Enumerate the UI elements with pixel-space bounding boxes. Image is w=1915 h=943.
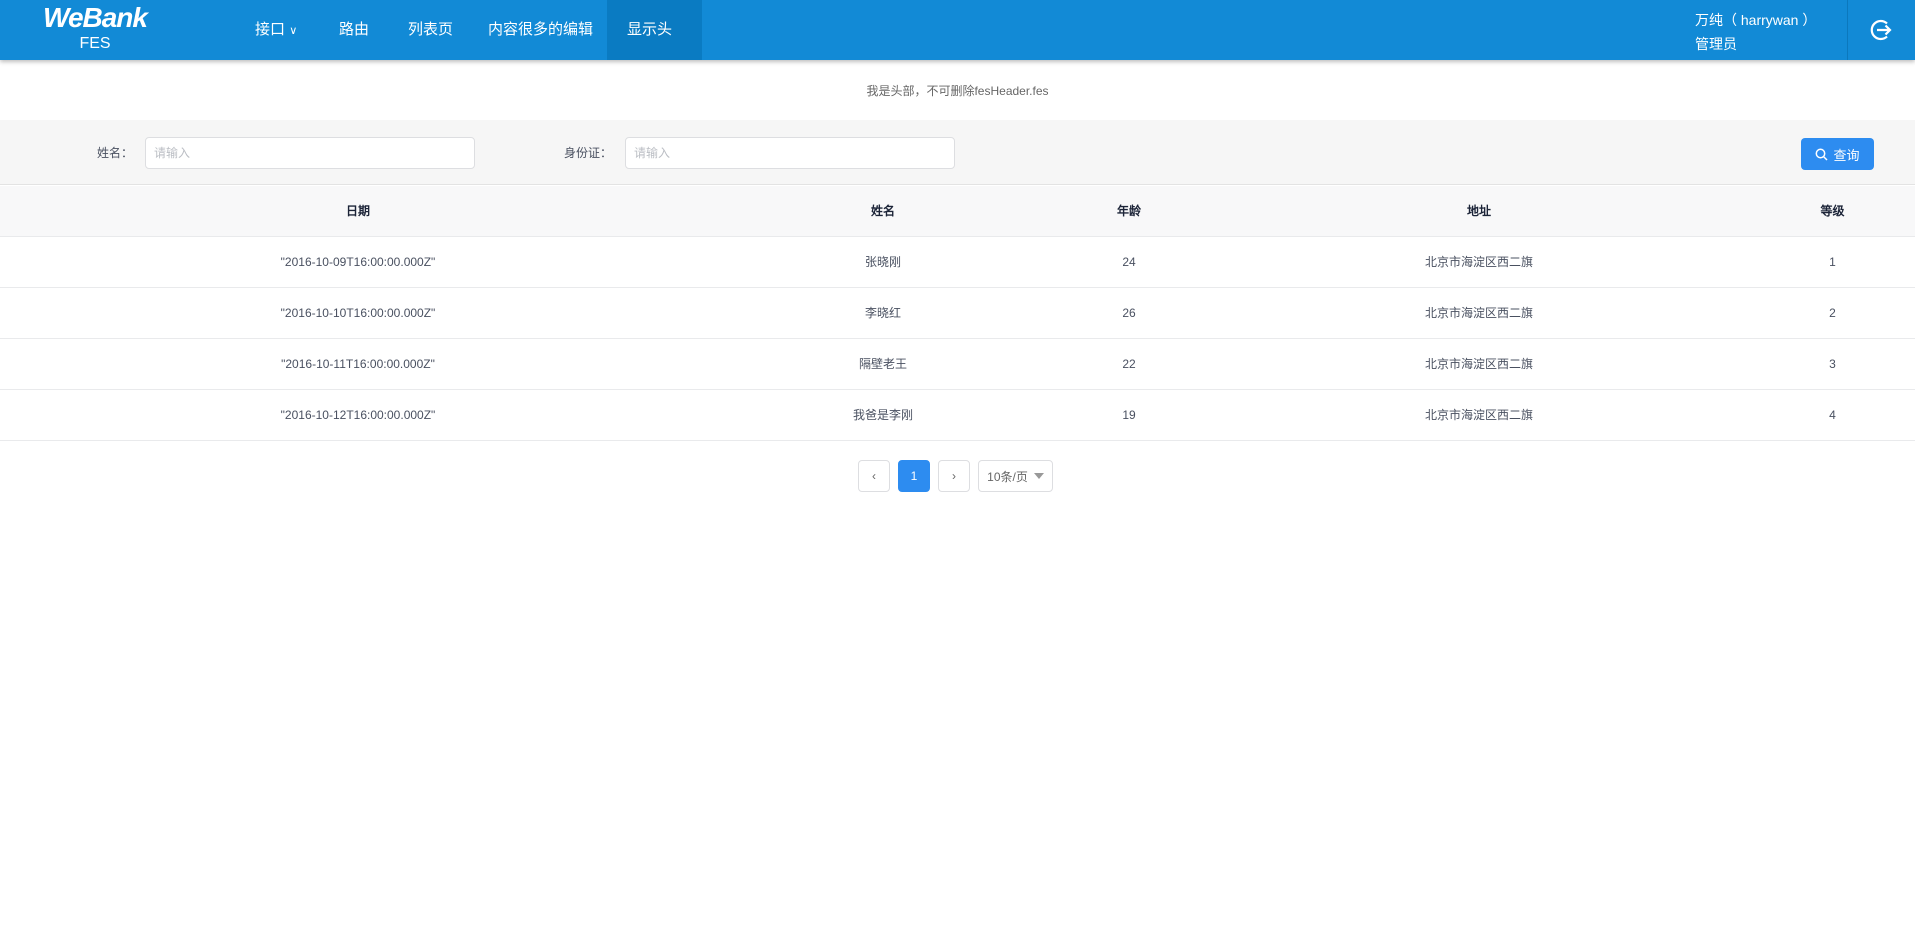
top-header: WeBank FES 接口 ∨ 路由 列表页 内容很多的编辑 显示头部 万纯（ … (0, 0, 1915, 98)
cell-address: 北京市海淀区西二旗 (1208, 287, 1750, 339)
table-header-row: 日期 姓名 年龄 地址 等级 (0, 186, 1915, 237)
pagination: ‹ 1 › 10条/页 (858, 460, 1053, 492)
cell-date: "2016-10-12T16:00:00.000Z" (0, 389, 716, 441)
nav-item-route[interactable]: 路由 (319, 0, 389, 60)
column-header-date[interactable]: 日期 (0, 186, 716, 237)
cell-age: 24 (1050, 236, 1208, 288)
table-row[interactable]: "2016-10-10T16:00:00.000Z" 李晓红 26 北京市海淀区西二旗… (0, 287, 1915, 339)
cell-age: 26 (1050, 287, 1208, 339)
filter-bar: 姓名： 身份证： 查询 (0, 120, 1915, 185)
cell-date: "2016-10-10T16:00:00.000Z" (0, 287, 716, 339)
chevron-left-icon: ‹ (872, 469, 876, 483)
page-1-button[interactable]: 1 (898, 460, 930, 492)
nav-label: 接口 (255, 21, 286, 38)
cell-name: 隔壁老王 (716, 338, 1050, 390)
logo[interactable]: WeBank FES (34, 2, 156, 54)
name-label: 姓名： (97, 146, 134, 160)
nav-label: 内容很多的编辑 (488, 21, 594, 38)
cell-level: 2 (1750, 287, 1915, 339)
header-divider (1847, 0, 1848, 60)
column-header-address[interactable]: 地址 (1208, 186, 1750, 237)
nav-item-show-header[interactable]: 显示头部 (607, 0, 702, 98)
cell-level: 1 (1750, 236, 1915, 288)
nav-label: 路由 (339, 21, 370, 38)
cell-address: 北京市海淀区西二旗 (1208, 236, 1750, 288)
id-label: 身份证： (564, 146, 613, 160)
cell-name: 李晓红 (716, 287, 1050, 339)
user-name: 万纯（ harrywan ） (1695, 12, 1817, 28)
search-icon (1816, 148, 1829, 161)
logo-brand: WeBank (43, 2, 148, 33)
next-page-button[interactable]: › (938, 460, 970, 492)
chevron-right-icon: › (952, 469, 956, 483)
logo-sub: FES (79, 35, 111, 52)
column-header-age[interactable]: 年龄 (1050, 186, 1208, 237)
user-role: 管理员 (1695, 36, 1737, 52)
cell-level: 4 (1750, 389, 1915, 441)
query-button[interactable]: 查询 (1801, 138, 1874, 170)
cell-age: 19 (1050, 389, 1208, 441)
nav-item-interface[interactable]: 接口 ∨ (235, 0, 317, 60)
nav-item-list[interactable]: 列表页 (388, 0, 473, 60)
column-header-level[interactable]: 等级 (1750, 186, 1915, 237)
column-header-name[interactable]: 姓名 (716, 186, 1050, 237)
table-row[interactable]: "2016-10-11T16:00:00.000Z" 隔壁老王 22 北京市海淀区西二… (0, 338, 1915, 390)
header-notice: 我是头部，不可删除fesHeader.fes (866, 84, 1049, 98)
cell-name: 我爸是李刚 (716, 389, 1050, 441)
caret-down-icon (1033, 473, 1044, 479)
page-size-value: 10条/页 (987, 469, 1028, 484)
name-input[interactable] (145, 137, 475, 169)
nav-item-editor[interactable]: 内容很多的编辑 (468, 0, 613, 60)
data-table: 日期 姓名 年龄 地址 等级 "2016-10-09T16:00:00.000Z… (0, 186, 1915, 441)
logout-icon[interactable] (1868, 17, 1894, 43)
cell-name: 张晓刚 (716, 236, 1050, 288)
cell-address: 北京市海淀区西二旗 (1208, 338, 1750, 390)
cell-age: 22 (1050, 338, 1208, 390)
cell-date: "2016-10-09T16:00:00.000Z" (0, 236, 716, 288)
id-input[interactable] (625, 137, 955, 169)
nav-label: 显示头部 (627, 21, 673, 98)
cell-level: 3 (1750, 338, 1915, 390)
nav-label: 列表页 (408, 21, 454, 38)
prev-page-button[interactable]: ‹ (858, 460, 890, 492)
chevron-down-icon: ∨ (289, 25, 298, 37)
table-row[interactable]: "2016-10-12T16:00:00.000Z" 我爸是李刚 19 北京市海淀区西… (0, 389, 1915, 441)
user-info: 万纯（ harrywan ） 管理员 (1695, 8, 1816, 56)
cell-date: "2016-10-11T16:00:00.000Z" (0, 338, 716, 390)
query-label: 查询 (1833, 147, 1860, 163)
page-size-select[interactable]: 10条/页 (978, 460, 1053, 492)
cell-address: 北京市海淀区西二旗 (1208, 389, 1750, 441)
table-row[interactable]: "2016-10-09T16:00:00.000Z" 张晓刚 24 北京市海淀区西二旗… (0, 236, 1915, 288)
